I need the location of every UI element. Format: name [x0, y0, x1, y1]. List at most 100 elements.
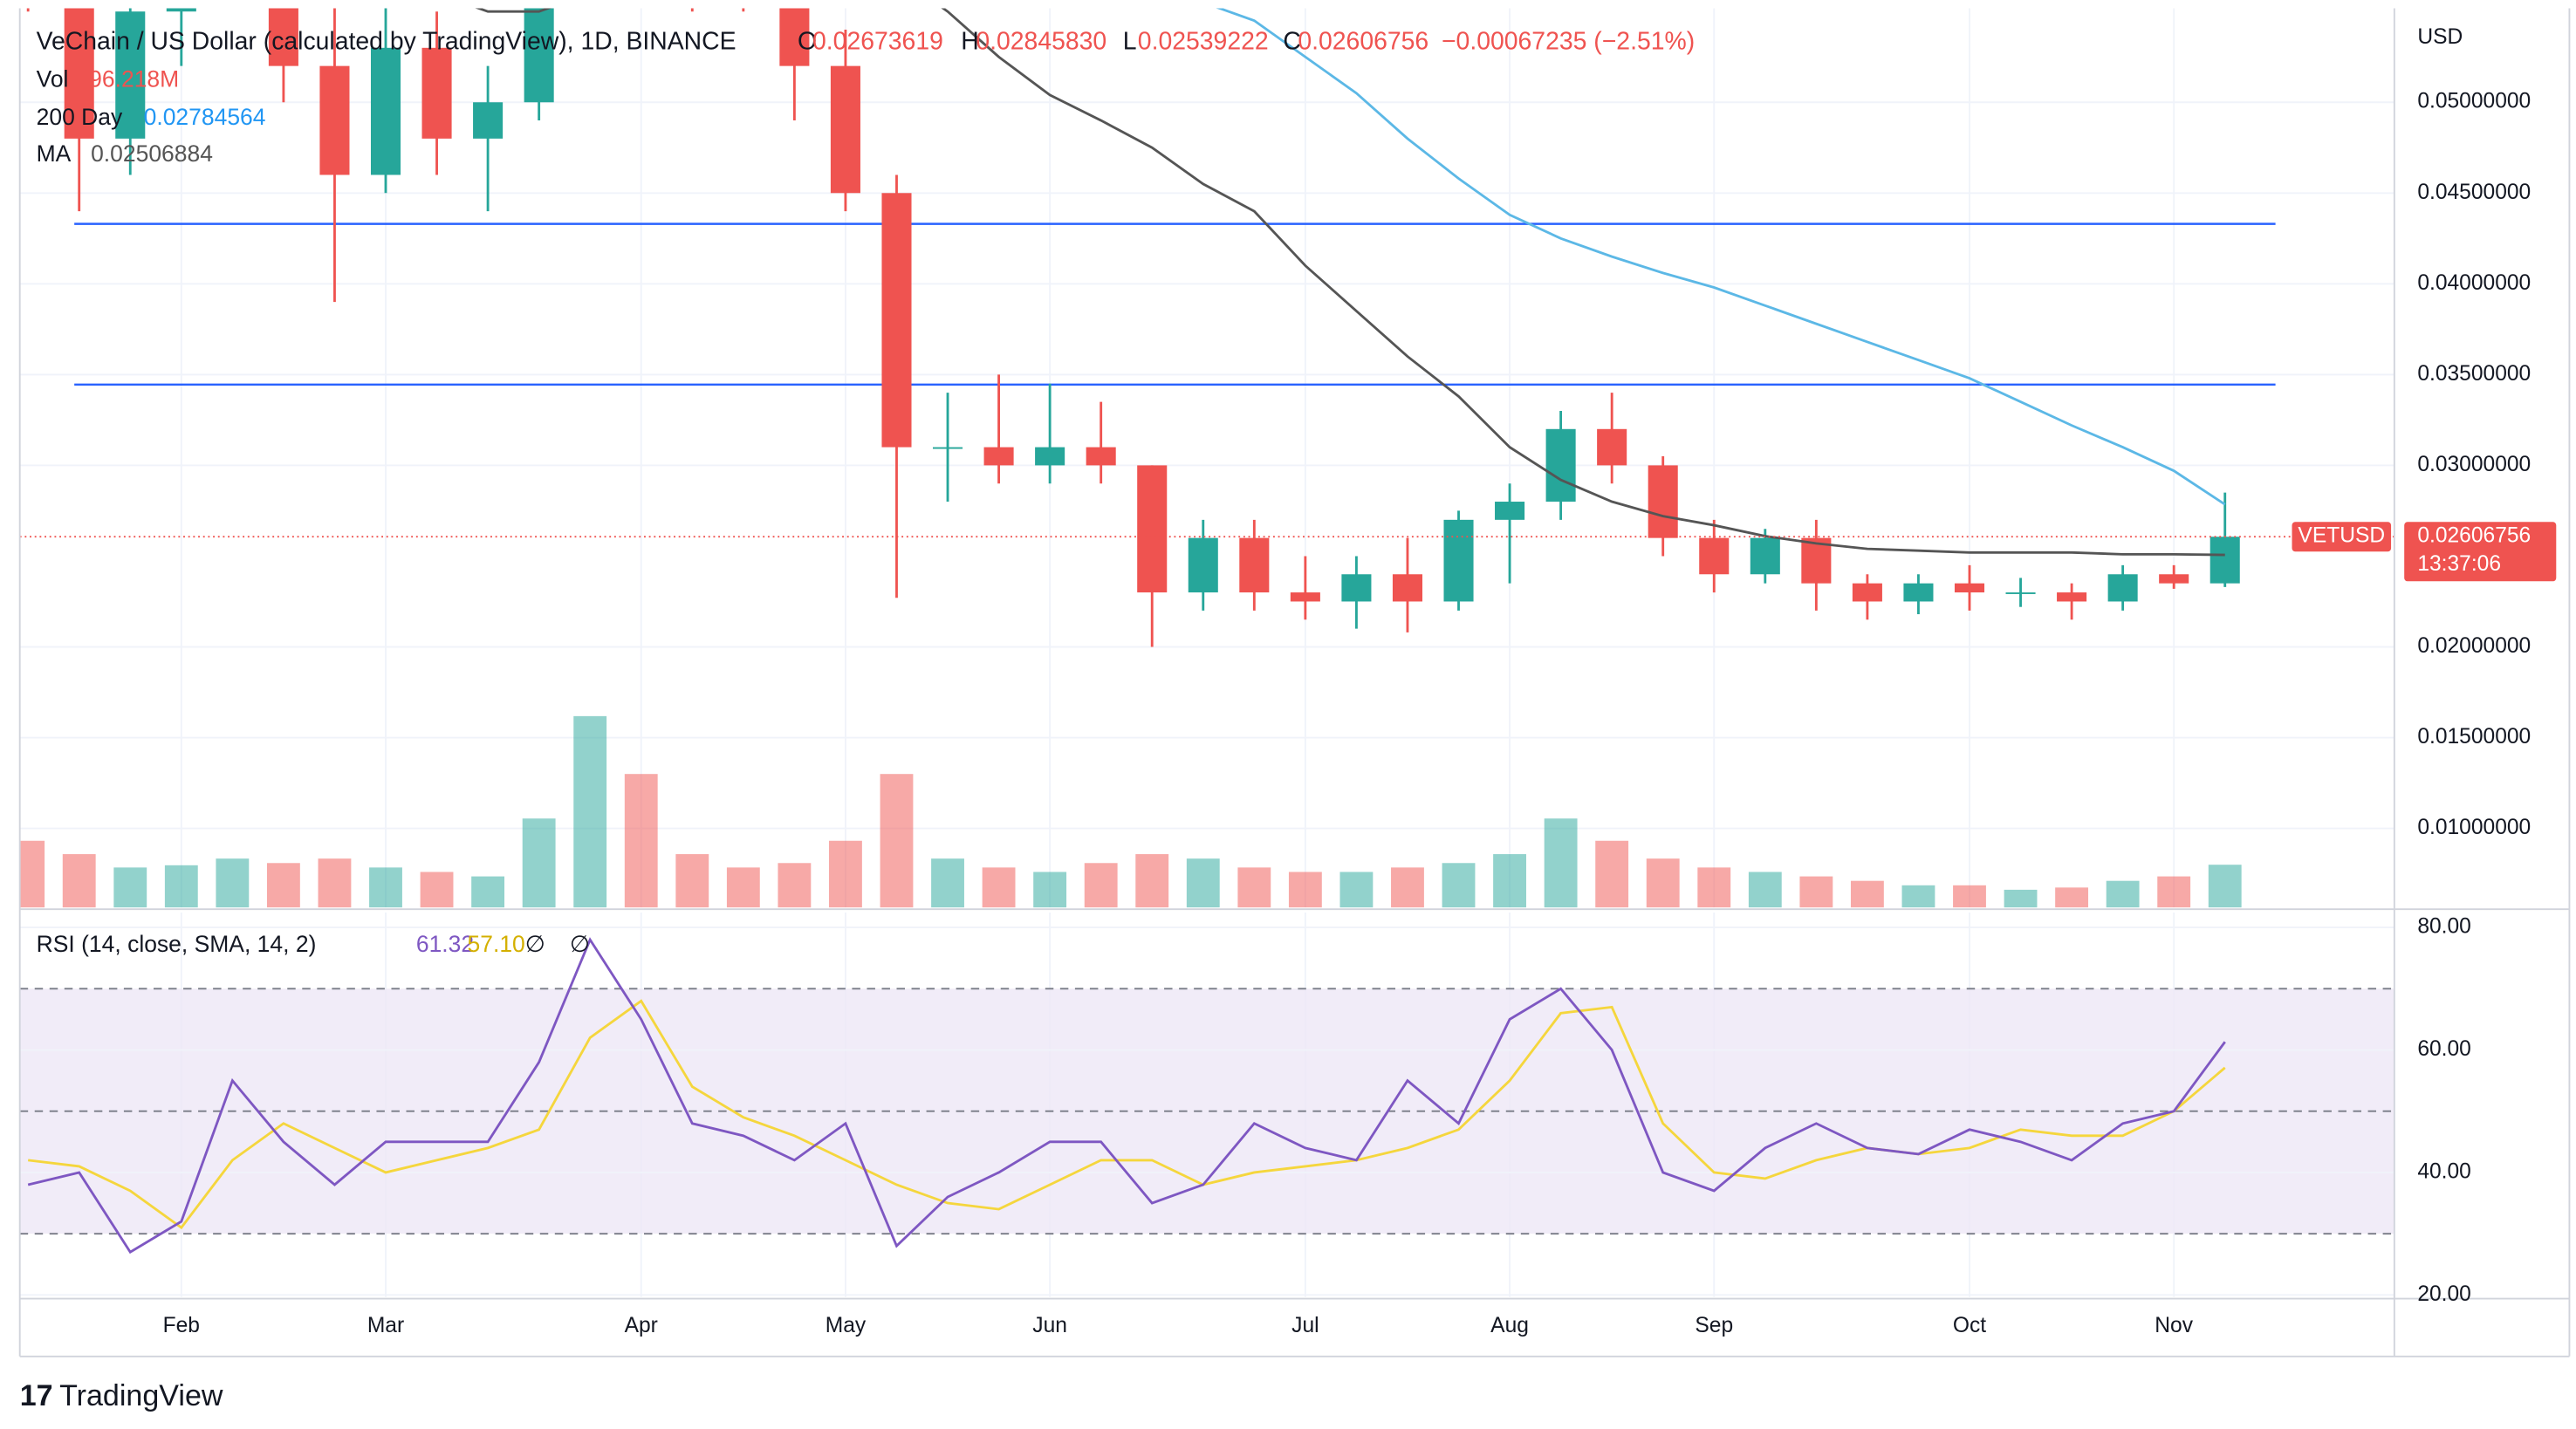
price-pane — [19, 8, 2394, 908]
volume-bar — [420, 872, 454, 908]
candle-body — [1852, 583, 1882, 602]
volume-bar — [1288, 872, 1322, 908]
price-tag — [2404, 522, 2557, 582]
volume-bar — [1237, 867, 1271, 908]
candle-body — [1341, 574, 1372, 602]
y-tick-label: 0.03000000 — [2417, 453, 2531, 476]
candle-body — [1597, 428, 1627, 466]
candle-body — [1035, 447, 1065, 466]
volume-bar — [931, 858, 964, 908]
ohlc-label: H — [961, 28, 978, 56]
candle-body — [2057, 592, 2087, 602]
volume-bar — [2106, 880, 2140, 908]
volume-bar — [1135, 854, 1169, 908]
volume-bar — [778, 863, 812, 908]
volume-bar — [1493, 854, 1526, 908]
volume-bar — [624, 774, 658, 908]
legend-label: MA — [37, 140, 72, 167]
volume-bar — [2055, 887, 2089, 908]
volume-bar — [471, 876, 505, 908]
ohlc-value: 0.02673619 — [812, 28, 943, 56]
candle-body — [983, 447, 1014, 466]
y-tick-label: 0.05000000 — [2417, 90, 2531, 113]
candle-body — [1443, 519, 1474, 602]
volume-bar — [880, 774, 914, 908]
volume-bar — [318, 858, 352, 908]
x-tick-label: Mar — [367, 1314, 404, 1337]
x-tick-label: May — [826, 1314, 867, 1337]
line-series — [475, 8, 2225, 557]
line-series — [1216, 8, 2226, 506]
candle-body — [473, 102, 504, 139]
volume-bar — [1646, 858, 1680, 908]
candle-body — [2209, 537, 2240, 584]
candle-body — [1239, 537, 1270, 593]
candle-body — [1392, 574, 1422, 602]
volume-bar — [1339, 872, 1374, 908]
rsi-pane — [19, 912, 2394, 1297]
chart-title: VeChain / US Dollar (calculated by Tradi… — [37, 28, 736, 56]
volume-bar — [1850, 880, 1884, 908]
candle-body — [319, 65, 350, 175]
legend-value: 0.02784564 — [144, 104, 266, 130]
candle-body — [268, 8, 298, 66]
candle-body — [933, 447, 963, 449]
volume-bar — [1799, 876, 1833, 908]
candle-body — [64, 8, 94, 139]
candle-body — [524, 8, 554, 103]
volume-bar — [2004, 889, 2038, 908]
candle-body — [881, 193, 912, 448]
volume-bar — [19, 840, 45, 908]
change: −0.00067235 (−2.51%) — [1442, 28, 1695, 56]
volume-bar — [62, 854, 96, 908]
y-tick-label: 80.00 — [2417, 915, 2471, 939]
x-tick-label: Jul — [1291, 1314, 1319, 1337]
x-tick-label: Feb — [163, 1314, 200, 1337]
volume-bar — [164, 865, 198, 908]
x-tick-label: Sep — [1695, 1314, 1733, 1337]
volume-bar — [1697, 867, 1731, 908]
volume-bar — [216, 858, 250, 908]
rsi-ma-value: 57.10 — [468, 931, 525, 957]
candle-body — [2107, 574, 2138, 602]
symbol-label: VETUSD — [2298, 524, 2385, 548]
volume-bar — [982, 867, 1016, 908]
rsi-title: RSI (14, close, SMA, 14, 2) — [37, 931, 317, 957]
ohlc-value: 0.02606756 — [1298, 28, 1428, 56]
price-tag-value: 0.02606756 — [2417, 524, 2531, 548]
candle-body — [830, 65, 860, 194]
volume-bar — [1186, 858, 1220, 908]
volume-bar — [1391, 867, 1424, 908]
volume-bar — [1595, 840, 1629, 908]
volume-bar — [1442, 863, 1476, 908]
y-tick-label: 60.00 — [2417, 1037, 2471, 1061]
candle-body — [1903, 583, 1934, 602]
candle-body — [779, 8, 810, 66]
y-tick-label: 0.04500000 — [2417, 181, 2531, 204]
volume-bar — [1084, 863, 1118, 908]
ohlc-label: L — [1123, 28, 1137, 56]
price-tag-countdown: 13:37:06 — [2417, 552, 2501, 576]
x-tick-label: Oct — [1953, 1314, 1986, 1337]
legend-label: 200 Day — [37, 104, 123, 130]
candle-body — [1290, 592, 1320, 602]
brand-logo: 17 — [20, 1379, 53, 1412]
candle-body — [1699, 537, 1730, 575]
candle-body — [1086, 447, 1116, 466]
x-tick-label: Aug — [1490, 1314, 1529, 1337]
y-tick-label: 0.03500000 — [2417, 362, 2531, 386]
candle-body — [1545, 428, 1576, 503]
candle-body — [1750, 537, 1780, 575]
y-tick-label: 0.01500000 — [2417, 725, 2531, 749]
legend-value: 0.02506884 — [91, 140, 213, 167]
y-tick-label: 0.04000000 — [2417, 271, 2531, 295]
candle-body — [1188, 537, 1218, 593]
candle-body — [115, 11, 146, 139]
volume-bar — [266, 863, 300, 908]
y-tick-label: 40.00 — [2417, 1159, 2471, 1183]
rsi-extra: ∅ — [525, 931, 545, 957]
legend-label: Vol — [37, 66, 69, 92]
volume-bar — [2208, 865, 2242, 908]
ohlc-value: 0.02845830 — [976, 28, 1106, 56]
